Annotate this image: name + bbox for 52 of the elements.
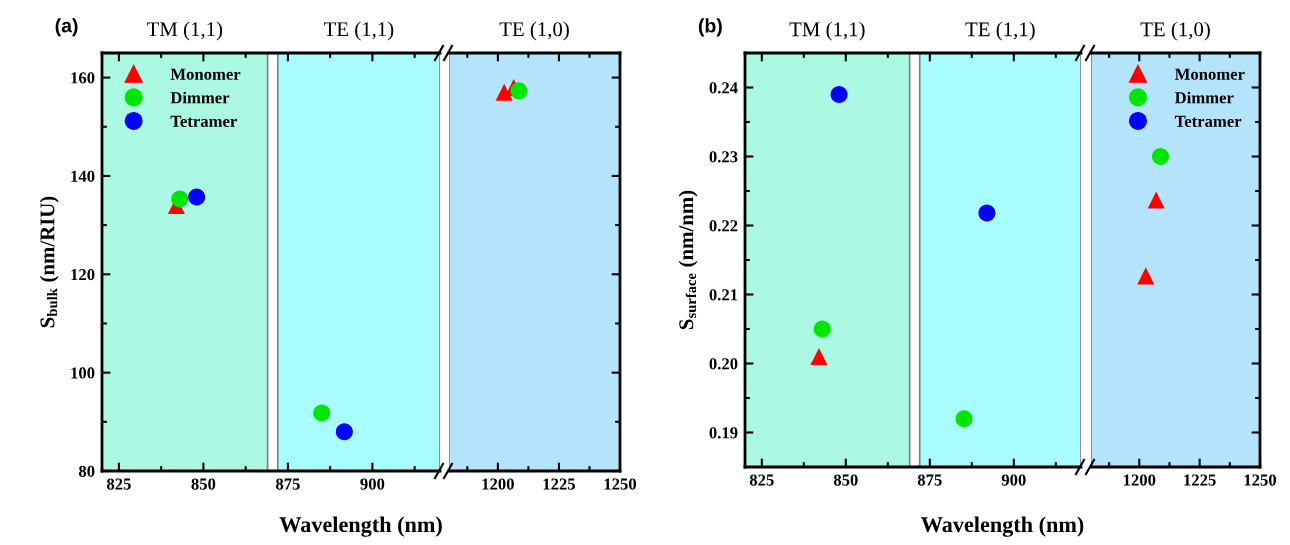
- y-tick-label: 0.19: [709, 427, 738, 439]
- legend-label: Dimmer: [170, 91, 230, 104]
- y-axis-title: S$_{bulk}$ (nm/RIU): [39, 196, 59, 328]
- x-axis-title: Wavelength (nm): [279, 516, 442, 537]
- y-axis-title: S$_{surface}$ (nm/nm): [678, 190, 698, 330]
- y-tick-label: 0.23: [709, 151, 738, 163]
- x-tick-label: 875: [917, 474, 942, 486]
- x-tick-label: 900: [360, 478, 385, 490]
- x-tick-label: 1225: [543, 478, 575, 490]
- point: [188, 188, 206, 206]
- y-tick-label: 120: [71, 268, 95, 281]
- chart-title: (b): [698, 18, 722, 37]
- x-tick-label: 1250: [604, 478, 637, 490]
- band-label: TE (1,0): [1140, 21, 1210, 41]
- point: [830, 85, 848, 103]
- point: [810, 348, 828, 366]
- point: [335, 423, 353, 441]
- x-tick-label: 850: [833, 474, 858, 486]
- y-tick-label: 0.21: [709, 289, 738, 301]
- band-label: TE (1,1): [965, 21, 1035, 41]
- band-label: TE (1,0): [499, 21, 569, 41]
- y-tick-label: 0.24: [709, 82, 738, 94]
- band-label: TE (1,1): [323, 21, 394, 41]
- legend-label: Monomer: [1174, 68, 1245, 80]
- x-tick-label: 825: [106, 478, 131, 490]
- y-tick-label: 100: [71, 367, 95, 379]
- band-label: TM (1,1): [789, 21, 865, 41]
- legend-label: Tetramer: [170, 115, 237, 127]
- y-tick-label: 0.20: [709, 358, 738, 370]
- point: [813, 320, 831, 338]
- x-tick-label: 1200: [482, 478, 514, 490]
- y-tick-label: 0.22: [709, 220, 738, 232]
- x-tick-label: 825: [749, 474, 774, 486]
- x-tick-label: 1225: [1184, 474, 1216, 486]
- y-tick-label: 80: [78, 465, 95, 477]
- legend-label: Dimmer: [1174, 91, 1234, 104]
- point: [955, 410, 973, 428]
- y-tick-label: 140: [71, 170, 95, 182]
- x-tick-label: 900: [1001, 474, 1026, 486]
- point: [978, 204, 996, 222]
- band-label: TM (1,1): [147, 21, 223, 41]
- x-axis-title: Wavelength (nm): [921, 516, 1084, 537]
- point: [171, 190, 189, 208]
- y-tick-label: 160: [71, 72, 95, 84]
- legend-label: Tetramer: [1174, 115, 1242, 127]
- x-tick-label: 1200: [1123, 474, 1156, 486]
- x-tick-label: 1250: [1244, 474, 1277, 486]
- x-tick-label: 850: [191, 478, 216, 490]
- legend-label: Monomer: [170, 68, 241, 80]
- x-tick-label: 875: [275, 478, 300, 490]
- point: [313, 404, 331, 422]
- chart-title: (a): [55, 18, 78, 37]
